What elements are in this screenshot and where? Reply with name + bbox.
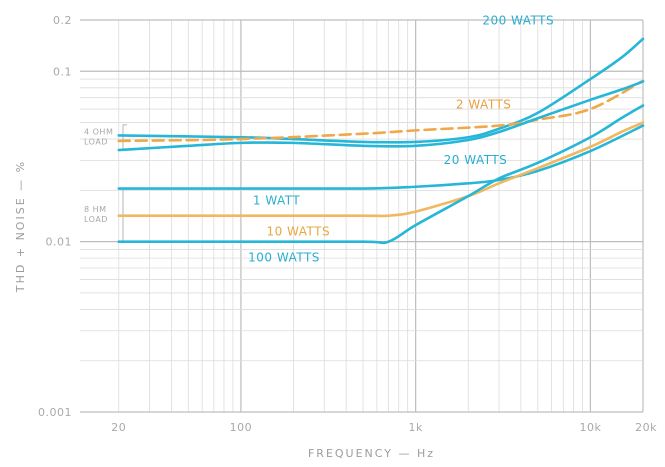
x-axis-title: FREQUENCY — Hz [308, 447, 435, 460]
series-label: 1 WATT [253, 194, 301, 208]
series-line [117, 121, 645, 218]
load-group-label: 4 OHM [84, 127, 113, 136]
x-tick-label: 20 [111, 421, 126, 434]
x-tick-label: 1k [408, 421, 422, 434]
y-tick-label: 0.01 [46, 236, 73, 249]
x-tick-label: 20k [635, 421, 657, 434]
series-layer [117, 37, 645, 245]
series-line [117, 79, 645, 143]
series-label: 20 WATTS [444, 153, 508, 167]
axis-layer: 0.2 0.1 0.01 0.001 20 100 1k 10k 20k FREQUENCY — … [14, 14, 657, 460]
load-group-label: 8 HM [84, 205, 107, 214]
x-tick-label: 100 [230, 421, 253, 434]
series-line [117, 104, 645, 245]
label-layer: 200 WATTS 2 WATTS 20 WATTS 1 WATT 10 WATTS 10… [248, 13, 554, 265]
y-tick-label: 0.1 [53, 65, 72, 78]
series-label: 10 WATTS [266, 225, 330, 239]
series-label: 100 WATTS [248, 251, 320, 265]
y-axis-title: THD + NOISE — % [14, 160, 27, 293]
series-label: 200 WATTS [482, 13, 554, 27]
y-tick-label: 0.001 [38, 406, 72, 419]
load-group-label: LOAD [84, 215, 108, 224]
series-line [117, 124, 645, 190]
load-group-label: LOAD [84, 137, 108, 146]
x-tick-label: 10k [579, 421, 601, 434]
y-tick-label: 0.2 [53, 14, 72, 27]
series-line [117, 80, 645, 152]
series-label: 2 WATTS [456, 97, 512, 111]
